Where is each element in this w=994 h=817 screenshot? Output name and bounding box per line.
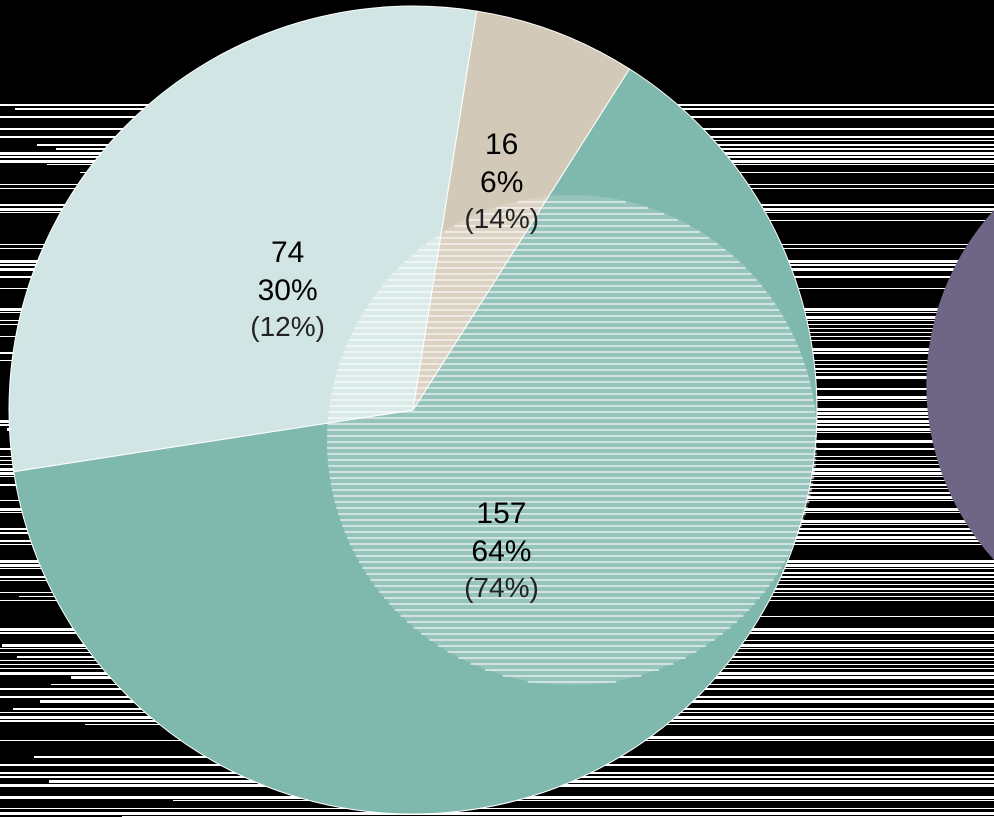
overlay-stripe	[351, 333, 793, 335]
overlay-stripe	[454, 225, 690, 227]
overlay-stripe	[333, 495, 811, 497]
overlay-stripe	[398, 267, 746, 269]
overlay-stripe	[329, 477, 815, 479]
overlay-stripe	[394, 609, 750, 611]
slice-label-secondary: (12%)	[250, 311, 325, 342]
slice-label-value: 74	[271, 236, 304, 269]
overlay-stripe	[366, 573, 778, 575]
overlay-stripe	[479, 213, 665, 215]
overlay-stripe	[340, 519, 804, 521]
overlay-stripe	[327, 447, 817, 449]
slice-label-value: 16	[485, 128, 518, 161]
overlay-stripe	[418, 249, 726, 251]
overlay-stripe	[447, 651, 697, 653]
overlay-stripe	[406, 621, 738, 623]
overlay-stripe	[337, 369, 807, 371]
overlay-stripe	[387, 279, 757, 281]
overlay-stripe	[466, 219, 678, 221]
overlay-stripe	[484, 669, 660, 671]
overlay-stripe	[327, 459, 817, 461]
overlay-stripe	[426, 243, 718, 245]
overlay-stripe	[429, 639, 715, 641]
overlay-stripe	[327, 423, 817, 425]
overlay-stripe	[330, 399, 814, 401]
overlay-stripe	[411, 255, 733, 257]
overlay-stripe	[437, 645, 707, 647]
overlay-stripe	[379, 591, 765, 593]
slice-label-value: 157	[476, 497, 526, 530]
overlay-stripe	[364, 309, 780, 311]
slice-label-secondary: (74%)	[464, 572, 539, 603]
overlay-stripe	[413, 627, 731, 629]
overlay-stripe	[518, 201, 626, 203]
overlay-stripe	[400, 615, 744, 617]
overlay-stripe	[377, 291, 767, 293]
overlay-stripe	[336, 507, 808, 509]
overlay-stripe	[373, 297, 771, 299]
overlay-stripe	[327, 435, 817, 437]
partial-side-slice	[926, 210, 994, 560]
overlay-stripe	[334, 381, 810, 383]
overlay-disc	[327, 195, 817, 685]
slice-label-percent: 64%	[471, 535, 531, 568]
overlay-stripe	[389, 603, 755, 605]
overlay-stripe	[334, 501, 810, 503]
pie-slice-1	[8, 5, 478, 473]
overlay-stripe	[434, 237, 710, 239]
overlay-stripe	[354, 327, 790, 329]
background-stripe	[0, 808, 994, 809]
slice-label-secondary: (14%)	[464, 203, 539, 234]
background-stripe	[0, 812, 994, 815]
background-stripe	[173, 800, 994, 801]
overlay-stripe	[328, 465, 816, 467]
overlay-stripe	[331, 393, 813, 395]
overlay-stripe	[357, 321, 787, 323]
overlay-stripe	[421, 633, 723, 635]
overlay-stripe	[338, 513, 806, 515]
overlay-stripe	[444, 231, 700, 233]
overlay-stripe	[335, 375, 809, 377]
overlay-stripe	[339, 363, 805, 365]
overlay-stripe	[358, 561, 786, 563]
overlay-stripe	[349, 543, 795, 545]
overlay-stripe	[370, 579, 774, 581]
overlay-stripe	[341, 357, 803, 359]
overlay-stripe	[383, 597, 761, 599]
overlay-stripe	[343, 351, 801, 353]
overlay-stripe	[368, 303, 776, 305]
overlay-stripe	[527, 681, 617, 683]
overlay-stripe	[374, 585, 770, 587]
slice-labels: 157 64% (74%) 74 30% (12%) 16 6% (14%)	[250, 128, 539, 603]
overlay-stripe	[328, 411, 816, 413]
overlay-stripe	[355, 555, 789, 557]
overlay-stripe	[328, 471, 816, 473]
overlay-stripe	[329, 405, 815, 407]
overlay-stripe	[348, 339, 796, 341]
overlay-stripe	[496, 207, 648, 209]
overlay-stripe	[342, 525, 802, 527]
overlay-stripe	[327, 453, 817, 455]
overlay-stripe	[346, 345, 798, 347]
overlay-stripe	[330, 483, 814, 485]
overlay-stripe	[502, 675, 642, 677]
overlay-stripe	[470, 663, 674, 665]
overlay-stripe	[382, 285, 762, 287]
slice-label-percent: 6%	[480, 166, 523, 199]
overlay-stripe	[327, 429, 817, 431]
overlay-stripe	[347, 537, 797, 539]
overlay-stripe	[331, 489, 813, 491]
overlay-stripe	[332, 387, 812, 389]
overlay-stripe	[344, 531, 800, 533]
overlay-stripe	[328, 417, 816, 419]
overlay-stripe	[458, 657, 686, 659]
overlay-stripe	[404, 261, 740, 263]
overlay-stripe	[392, 273, 752, 275]
slice-label-percent: 30%	[258, 274, 318, 307]
overlay-stripe	[361, 315, 783, 317]
overlay-stripe	[362, 567, 782, 569]
overlay-stripe	[327, 441, 817, 443]
overlay-stripe	[352, 549, 792, 551]
